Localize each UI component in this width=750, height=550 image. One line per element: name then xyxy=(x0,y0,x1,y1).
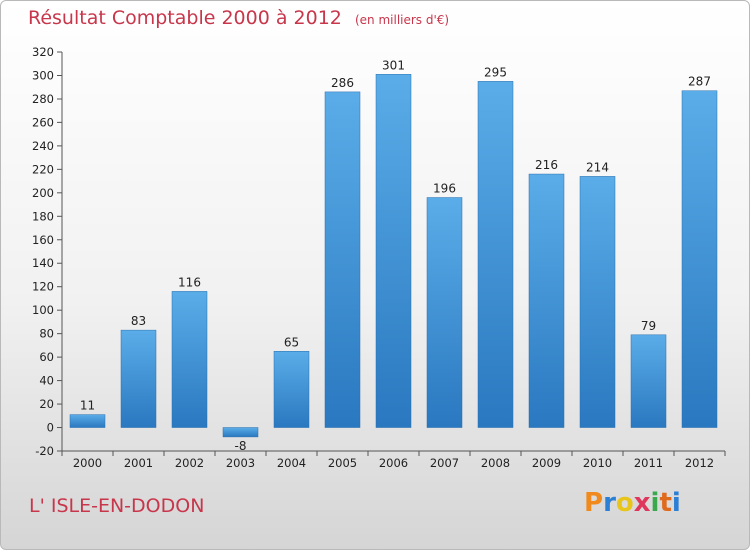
y-tick-label: 280 xyxy=(32,92,54,106)
logo-letter: o xyxy=(615,488,634,518)
bar xyxy=(426,197,463,428)
y-tick-label: 40 xyxy=(39,374,54,388)
data-label: 214 xyxy=(586,160,609,174)
x-tick-label: 2001 xyxy=(124,456,153,470)
x-tick-label: 2007 xyxy=(430,456,459,470)
x-tick-label: 2008 xyxy=(481,456,510,470)
x-tick-label: 2004 xyxy=(277,456,306,470)
logo-letter: r xyxy=(603,488,616,518)
bar xyxy=(579,176,616,428)
x-tick-label: 2005 xyxy=(328,456,357,470)
y-tick-label: 300 xyxy=(32,68,54,82)
data-label: 286 xyxy=(331,76,354,90)
data-label: 83 xyxy=(131,314,146,328)
logo-letter: P xyxy=(584,488,604,518)
y-tick-label: 100 xyxy=(32,303,54,317)
data-label: 295 xyxy=(484,65,507,79)
data-label: 11 xyxy=(80,399,95,413)
chart-title-block: Résultat Comptable 2000 à 2012 (en milli… xyxy=(28,7,449,29)
y-tick-label: 220 xyxy=(32,162,54,176)
data-label: 116 xyxy=(178,275,201,289)
y-axis: -20 0 20 40 60 80 100 120 140 160 180 200 220 240 260 2… xyxy=(32,45,63,458)
y-tick-label: 200 xyxy=(32,186,54,200)
bar xyxy=(681,90,718,428)
data-label: 301 xyxy=(382,58,405,72)
bar xyxy=(120,329,157,428)
y-tick-label: 120 xyxy=(32,280,54,294)
x-axis: 2000 2001 2002 2003 2004 2005 2006 2007 2008 2009… xyxy=(61,450,726,470)
bar xyxy=(375,74,412,428)
data-labels: 11 83 116 -8 65 286 301 196 295 216 214 79 287 xyxy=(80,58,711,453)
bar xyxy=(69,414,106,428)
proxiti-logo: Proxiti xyxy=(584,488,681,518)
y-tick-label: -20 xyxy=(35,444,54,458)
y-tick-label: 20 xyxy=(39,397,54,411)
bar xyxy=(222,427,259,438)
data-label: 196 xyxy=(433,182,456,196)
y-tick-label: 180 xyxy=(32,209,54,223)
bar xyxy=(528,173,565,428)
logo-letter: x xyxy=(633,488,651,518)
y-tick-label: 0 xyxy=(47,421,54,435)
y-tick-label: 260 xyxy=(32,115,54,129)
y-tick-label: 60 xyxy=(39,350,54,364)
bar xyxy=(324,91,361,428)
data-label: 79 xyxy=(641,319,656,333)
y-tick-label: 240 xyxy=(32,139,54,153)
y-tick-label: 320 xyxy=(32,45,54,59)
bar xyxy=(171,291,208,428)
data-label: 287 xyxy=(688,75,711,89)
logo-letter: i xyxy=(650,488,660,518)
x-tick-label: 2002 xyxy=(175,456,204,470)
data-label: 65 xyxy=(284,335,299,349)
y-tick-label: 140 xyxy=(32,256,54,270)
x-tick-label: 2000 xyxy=(73,456,102,470)
commune-name: L' ISLE-EN-DODON xyxy=(29,495,205,517)
chart-subtitle: (en milliers d'€) xyxy=(354,13,450,27)
y-tick-label: 80 xyxy=(39,327,54,341)
chart-title: Résultat Comptable 2000 à 2012 xyxy=(28,7,342,29)
bar xyxy=(630,334,667,428)
logo-letter: t xyxy=(659,488,672,518)
bar xyxy=(477,81,514,428)
logo-letter: i xyxy=(671,488,681,518)
data-label: 216 xyxy=(535,158,558,172)
x-tick-label: 2006 xyxy=(379,456,408,470)
x-tick-label: 2010 xyxy=(583,456,612,470)
x-tick-label: 2003 xyxy=(226,456,255,470)
bars xyxy=(69,74,718,438)
x-tick-label: 2011 xyxy=(634,456,663,470)
data-label: -8 xyxy=(235,439,247,453)
x-tick-label: 2012 xyxy=(685,456,714,470)
x-tick-label: 2009 xyxy=(532,456,561,470)
y-tick-label: 160 xyxy=(32,233,54,247)
bar xyxy=(273,351,310,428)
